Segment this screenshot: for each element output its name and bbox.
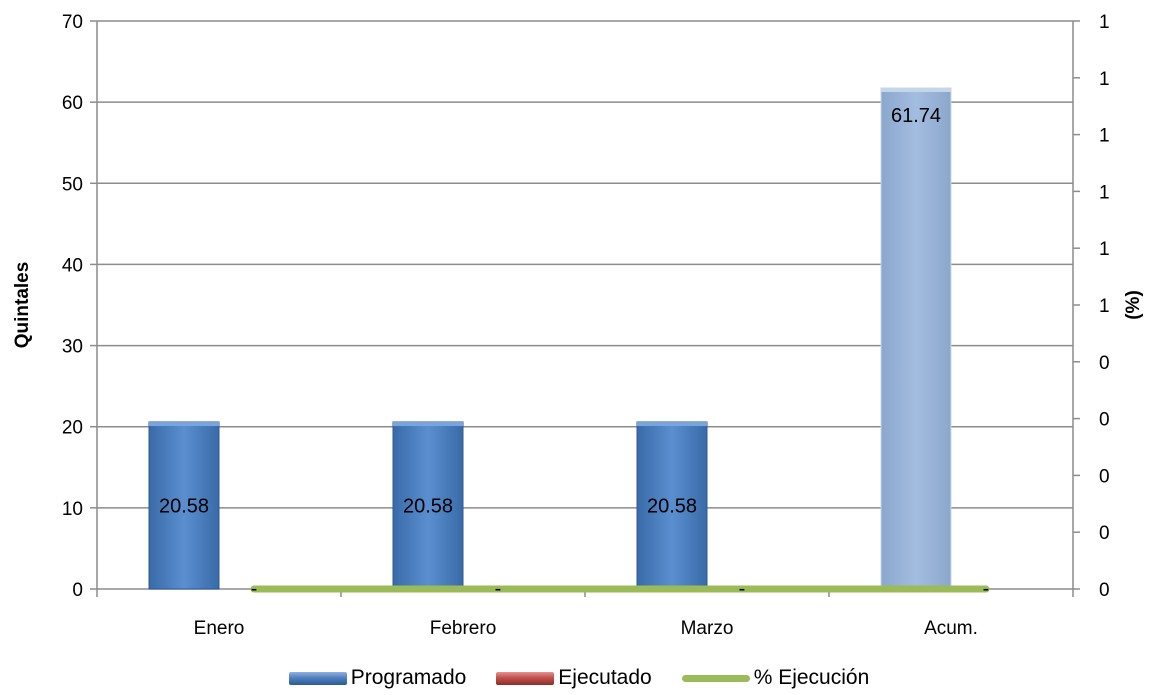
y-tick-label: 30 bbox=[62, 337, 83, 358]
legend-swatch-ejecutado bbox=[496, 671, 555, 685]
data-label-programado: 20.58 bbox=[403, 496, 453, 518]
data-label-programado: 61.74 bbox=[891, 105, 941, 127]
y-tick-label: 20 bbox=[62, 418, 83, 439]
y2-tick-label: 0 bbox=[1099, 353, 1110, 374]
data-label-ejecutado: - bbox=[739, 578, 746, 600]
y2-tick-label: 0 bbox=[1099, 523, 1110, 544]
x-tick-label: Enero bbox=[194, 618, 245, 639]
legend-swatch-ejecucion bbox=[681, 674, 750, 682]
y-tick-label: 10 bbox=[62, 499, 83, 520]
y2-axis-title: (%) bbox=[1123, 290, 1144, 320]
data-label-ejecutado: - bbox=[983, 578, 990, 600]
y2-tick-label: 1 bbox=[1099, 296, 1110, 317]
y2-tick-label: 1 bbox=[1099, 69, 1110, 90]
x-tick-label: Marzo bbox=[681, 618, 734, 639]
y-tick-label: 50 bbox=[62, 174, 83, 195]
y2-tick-label: 0 bbox=[1099, 410, 1110, 431]
bar-programado-top bbox=[149, 422, 219, 427]
legend-label-ejecucion: % Ejecución bbox=[753, 666, 870, 689]
y2-tick-label: 0 bbox=[1099, 580, 1110, 601]
y2-tick-label: 1 bbox=[1099, 126, 1110, 147]
y-tick-label: 0 bbox=[72, 580, 83, 601]
y-tick-label: 70 bbox=[62, 12, 83, 33]
gridlines bbox=[97, 20, 1073, 509]
legend-label-ejecutado: Ejecutado bbox=[558, 666, 652, 689]
legend-item-ejecutado: Ejecutado bbox=[496, 666, 652, 690]
y2-tick-label: 1 bbox=[1099, 182, 1110, 203]
data-label-ejecutado: - bbox=[251, 578, 258, 600]
bar-programado bbox=[880, 87, 952, 590]
y2-tick-label: 1 bbox=[1099, 12, 1110, 33]
legend-label-programado: Programado bbox=[350, 666, 467, 689]
y-axis-title: Quintales bbox=[12, 262, 33, 349]
bars bbox=[148, 87, 952, 590]
x-tick-label: Febrero bbox=[430, 618, 497, 639]
legend-item-ejecucion: % Ejecución bbox=[681, 666, 870, 690]
bar-programado-top bbox=[881, 88, 951, 93]
bar-programado-top bbox=[637, 422, 707, 427]
data-label-programado: 20.58 bbox=[159, 496, 209, 518]
y2-tick-label: 0 bbox=[1099, 466, 1110, 487]
bar-programado bbox=[636, 421, 708, 590]
bar-programado-top bbox=[393, 422, 463, 427]
legend: Programado Ejecutado % Ejecución bbox=[0, 666, 1158, 690]
y-tick-label: 60 bbox=[62, 93, 83, 114]
data-label-programado: 20.58 bbox=[647, 496, 697, 518]
legend-swatch-programado bbox=[288, 671, 347, 685]
y-tick-label: 40 bbox=[62, 255, 83, 276]
data-labels: 20.58 20.58 20.58 61.74 - - - - bbox=[159, 105, 989, 600]
data-label-ejecutado: - bbox=[495, 578, 502, 600]
bar-programado bbox=[392, 421, 464, 590]
legend-item-programado: Programado bbox=[288, 666, 467, 690]
y2-tick-label: 1 bbox=[1099, 239, 1110, 260]
x-tick-label: Acum. bbox=[924, 618, 978, 639]
